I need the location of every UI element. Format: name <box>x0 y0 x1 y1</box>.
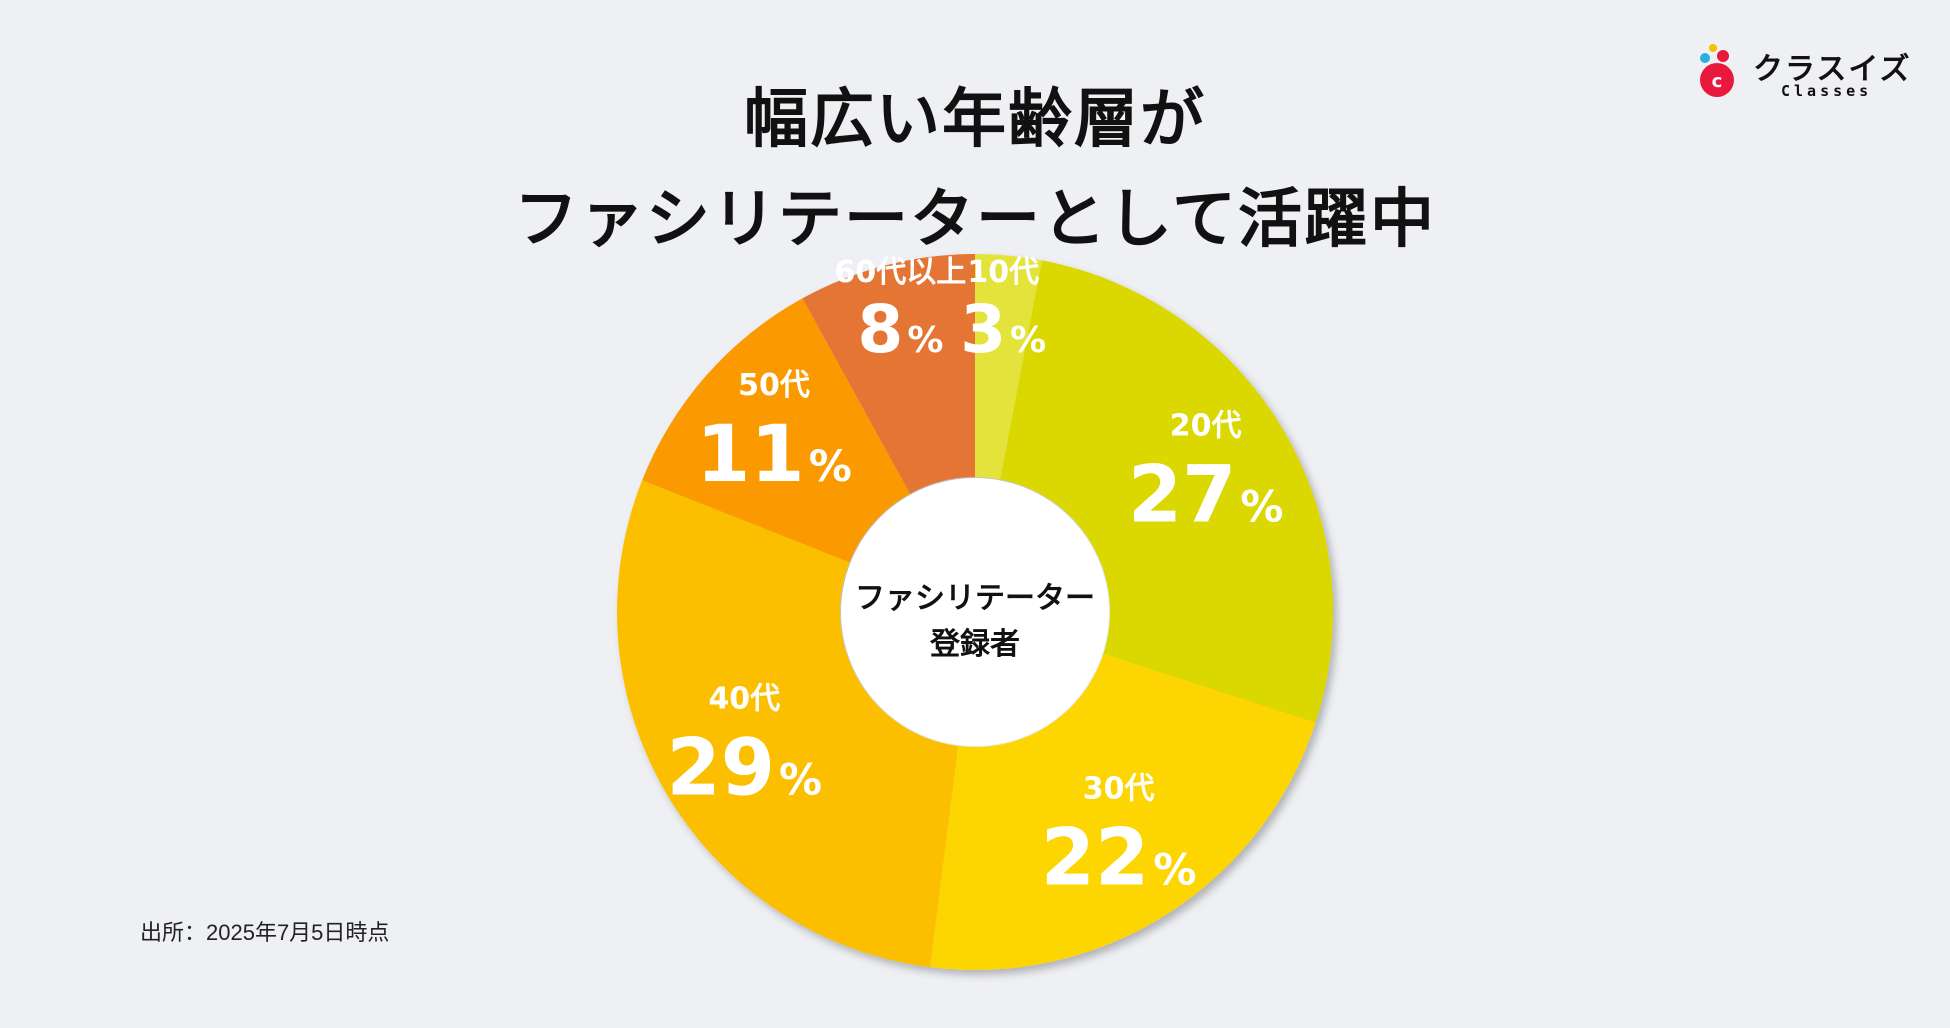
percent-label: 27% <box>1128 451 1284 541</box>
title-line-1: 幅広い年齢層が <box>744 83 1206 157</box>
category-label: 30代 <box>1083 771 1155 806</box>
slice-1 <box>1000 260 1333 723</box>
category-label: 40代 <box>708 681 780 716</box>
logo-english: Classes <box>1781 82 1873 100</box>
donut-hole <box>841 478 1109 746</box>
category-label: 60代以上 <box>835 255 967 290</box>
brand-logo: c クラスイズ Classes <box>1695 40 1910 110</box>
logo-mark-letter: c <box>1712 71 1723 92</box>
percent-label: 22% <box>1041 813 1197 903</box>
percent-label: 11% <box>696 410 852 500</box>
percent-label: 29% <box>667 723 823 813</box>
slices <box>616 254 1333 971</box>
logo-japanese: クラスイズ <box>1753 52 1912 87</box>
category-label: 50代 <box>738 368 810 403</box>
slice-4 <box>642 298 910 563</box>
logo-icon: c <box>1700 44 1734 97</box>
center-label-line-2: 登録者 <box>929 627 1020 662</box>
percent-label: 8% <box>857 291 943 368</box>
slice-5 <box>802 254 975 494</box>
category-label: 20代 <box>1170 409 1242 444</box>
slice-2 <box>930 653 1316 971</box>
percent-label: 3% <box>960 291 1046 368</box>
category-label: 10代 <box>967 255 1039 290</box>
center-label-line-1: ファシリテーター <box>855 581 1095 616</box>
title-line-2: ファシリテーターとして活躍中 <box>513 183 1437 257</box>
slice-3 <box>616 480 959 968</box>
source-note: 出所：2025年7月5日時点 <box>140 920 390 945</box>
slice-0 <box>975 254 1043 480</box>
chart-title: 幅広い年齢層が ファシリテーターとして活躍中 <box>0 70 1950 270</box>
